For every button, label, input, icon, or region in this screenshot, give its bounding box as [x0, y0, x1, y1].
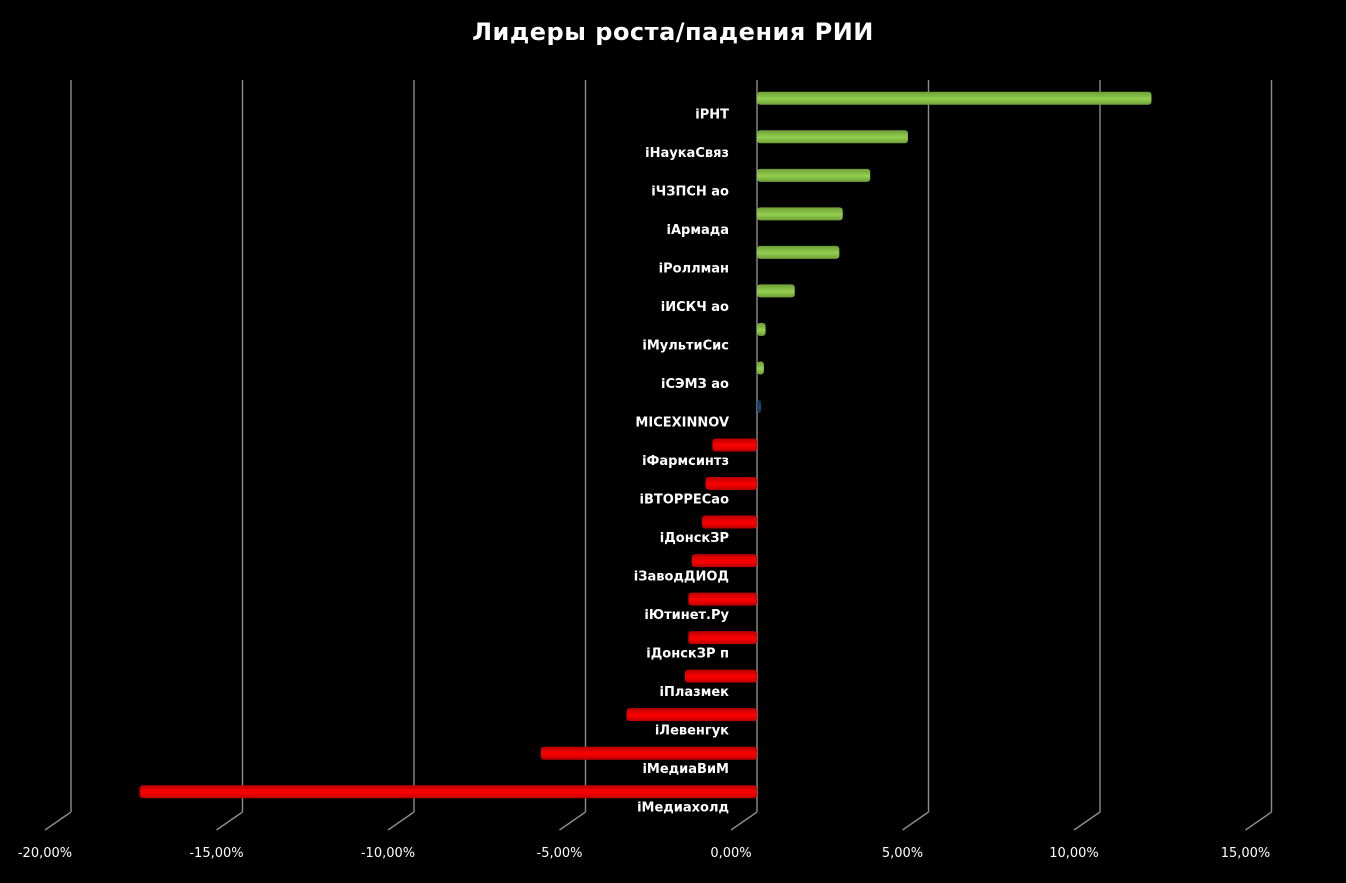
gridline-floor: [1073, 811, 1101, 831]
category-label: iДонскЗР: [660, 531, 729, 546]
category-label: iРоллман: [659, 261, 729, 276]
category-label: iФармсинтз: [642, 454, 729, 469]
x-tick-labels: -20,00% -15,00% -10,00% -5,00% 0,00% 5,00% 10,…: [18, 846, 1270, 861]
bar: [540, 746, 757, 760]
gridline-floor: [1245, 811, 1272, 831]
gridline-floor: [387, 811, 415, 831]
category-label: iНаукаСвяз: [645, 146, 729, 161]
category-label: iВТОРРЕСао: [640, 493, 730, 508]
category-label: MICEXINNOV: [635, 415, 729, 430]
gridline-floor: [730, 811, 758, 831]
category-label: iПлазмек: [660, 685, 730, 700]
category-label: iЧЗПСН ао: [651, 184, 729, 199]
category-label: iМедиахолд: [637, 801, 729, 816]
chart-title: Лидеры роста/падения РИИ: [472, 18, 874, 46]
bar: [757, 207, 843, 221]
bar: [705, 477, 757, 491]
gridlines: [44, 80, 1273, 831]
bar: [757, 361, 764, 375]
bars: [139, 91, 1152, 799]
bar: [712, 438, 757, 452]
x-tick-label: 10,00%: [1049, 846, 1099, 861]
category-label: iДонскЗР п: [646, 647, 729, 662]
bar: [688, 631, 757, 645]
bar: [691, 554, 757, 568]
bar: [757, 245, 840, 259]
gridline-floor: [559, 811, 586, 831]
bar: [139, 785, 758, 799]
bar: [688, 592, 757, 606]
bar: [684, 669, 757, 683]
x-tick-label: -20,00%: [18, 846, 72, 861]
category-label: iЗаводДИОД: [634, 570, 729, 585]
bar: [757, 168, 871, 182]
x-tick-label: -10,00%: [361, 846, 415, 861]
bar: [757, 284, 795, 298]
gridline-floor: [216, 811, 243, 831]
category-label: iМедиаВиМ: [642, 762, 729, 777]
bar: [757, 322, 766, 336]
x-tick-label: 15,00%: [1221, 846, 1271, 861]
bar: [757, 91, 1152, 105]
gridline-floor: [44, 811, 72, 831]
category-label: iИСКЧ ао: [661, 300, 729, 315]
x-tick-label: 5,00%: [882, 846, 923, 861]
category-labels: iРНТ iНаукаСвяз iЧЗПСН ао iАрмада iРоллман iИ…: [634, 107, 730, 815]
category-label: iМультиСис: [642, 338, 729, 353]
category-label: iРНТ: [695, 107, 729, 122]
x-tick-label: -15,00%: [189, 846, 243, 861]
bar: [626, 708, 757, 722]
bar: [757, 399, 761, 413]
gridline-floor: [902, 811, 929, 831]
x-tick-label: 0,00%: [710, 846, 751, 861]
category-label: iСЭМЗ ао: [661, 377, 729, 392]
category-label: iЮтинет.Ру: [644, 608, 729, 623]
x-tick-label: -5,00%: [537, 846, 583, 861]
category-label: iАрмада: [667, 223, 730, 238]
bar: [702, 515, 757, 529]
category-label: iЛевенгук: [655, 724, 729, 739]
bar: [757, 130, 908, 144]
